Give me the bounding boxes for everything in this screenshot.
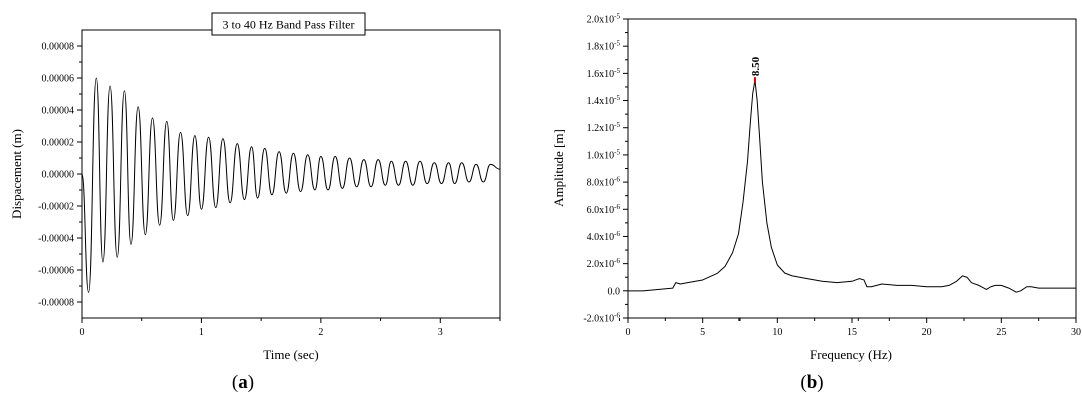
chart-a-y-tick-label: -0.00006 bbox=[38, 266, 74, 277]
chart-b-line bbox=[628, 79, 1076, 293]
chart-a-plot-frame bbox=[81, 29, 501, 319]
chart-b-y-tick-label: 1.4x10-5 bbox=[587, 94, 621, 107]
chart-b-peak-label: 8.50 bbox=[750, 56, 762, 76]
chart-a-y-tick-label: -0.00008 bbox=[38, 298, 74, 309]
chart-a: 0 1 2 3-0.00008-0.00006-0.00004-0.000020.00… bbox=[9, 12, 859, 393]
chart-b-y-tick-label: 2.0x10-6 bbox=[587, 257, 621, 270]
chart-b-plot-frame bbox=[627, 18, 1077, 319]
chart-a-y-axis-title: Dispacement (m) bbox=[9, 129, 24, 219]
chart-b-y-tick-label: 1.2x10-5 bbox=[587, 121, 621, 134]
chart-a-x-tick-label: 1 bbox=[199, 327, 204, 338]
chart-a-x-tick-label: 3 bbox=[438, 327, 443, 338]
chart-b-x-tick-label: 20 bbox=[922, 327, 932, 338]
chart-a-y-tick-label: -0.00002 bbox=[38, 202, 74, 213]
chart-a-y-tick-label: 0.00004 bbox=[42, 106, 75, 117]
chart-b-x-tick-label: 0 bbox=[626, 327, 631, 338]
chart-b-y-tick-label: 2.0x10-5 bbox=[587, 13, 621, 26]
panel-label-b: (b) bbox=[800, 372, 823, 393]
chart-b-y-axis-title: Amplitude [m] bbox=[551, 129, 566, 207]
chart-b-x-tick-label: 15 bbox=[847, 327, 857, 338]
chart-a-ticks: 0 1 2 3-0.00008-0.00006-0.00004-0.000020.00… bbox=[38, 42, 859, 338]
chart-b: 0 5 10 15 20 25 30 -2.0x10-6 0.0 2.0x10-6 4.0x10-6… bbox=[551, 13, 1081, 394]
chart-a-x-tick-label: 0 bbox=[80, 327, 85, 338]
chart-b-y-tick-label: 1.0x10-5 bbox=[587, 148, 621, 161]
chart-b-series bbox=[628, 79, 1076, 293]
chart-b-x-axis-title: Frequency (Hz) bbox=[810, 347, 892, 362]
chart-a-y-tick-label: 0.00008 bbox=[42, 42, 75, 53]
chart-b-y-tick-label: 1.8x10-5 bbox=[587, 40, 621, 53]
chart-b-y-tick-label: 8.0x10-6 bbox=[587, 176, 621, 189]
chart-b-y-tick-label: 4.0x10-6 bbox=[587, 230, 621, 243]
panel-label-a: (a) bbox=[232, 372, 254, 393]
chart-b-peak-annotation: 8.50 bbox=[750, 56, 762, 84]
chart-a-x-tick-label: 2 bbox=[318, 327, 323, 338]
chart-b-y-tick-label: -2.0x10-6 bbox=[583, 312, 620, 325]
chart-a-y-tick-label: 0.00006 bbox=[42, 74, 75, 85]
chart-a-series bbox=[81, 77, 501, 293]
chart-b-y-tick-label: 6.0x10-6 bbox=[587, 203, 621, 216]
chart-a-x-axis-title: Time (sec) bbox=[263, 347, 319, 362]
chart-b-x-tick-label: 25 bbox=[996, 327, 1006, 338]
chart-b-x-tick-label: 5 bbox=[700, 327, 705, 338]
chart-b-x-tick-label: 30 bbox=[1071, 327, 1081, 338]
chart-b-x-tick-label: 10 bbox=[772, 327, 782, 338]
chart-a-line bbox=[81, 77, 501, 293]
chart-b-y-tick-label: 0.0 bbox=[608, 286, 621, 297]
chart-a-y-tick-label: 0.00000 bbox=[42, 170, 75, 181]
chart-a-legend-box bbox=[211, 12, 366, 36]
chart-a-y-tick-label: 0.00002 bbox=[42, 138, 75, 149]
chart-a-legend-label: 3 to 40 Hz Band Pass Filter bbox=[223, 18, 355, 32]
chart-b-y-tick-label: 1.6x10-5 bbox=[587, 67, 621, 80]
chart-a-y-tick-label: -0.00004 bbox=[38, 234, 74, 245]
chart-b-ticks: 0 5 10 15 20 25 30 -2.0x10-6 0.0 2.0x10-6 4.0x10-6… bbox=[583, 13, 1081, 339]
